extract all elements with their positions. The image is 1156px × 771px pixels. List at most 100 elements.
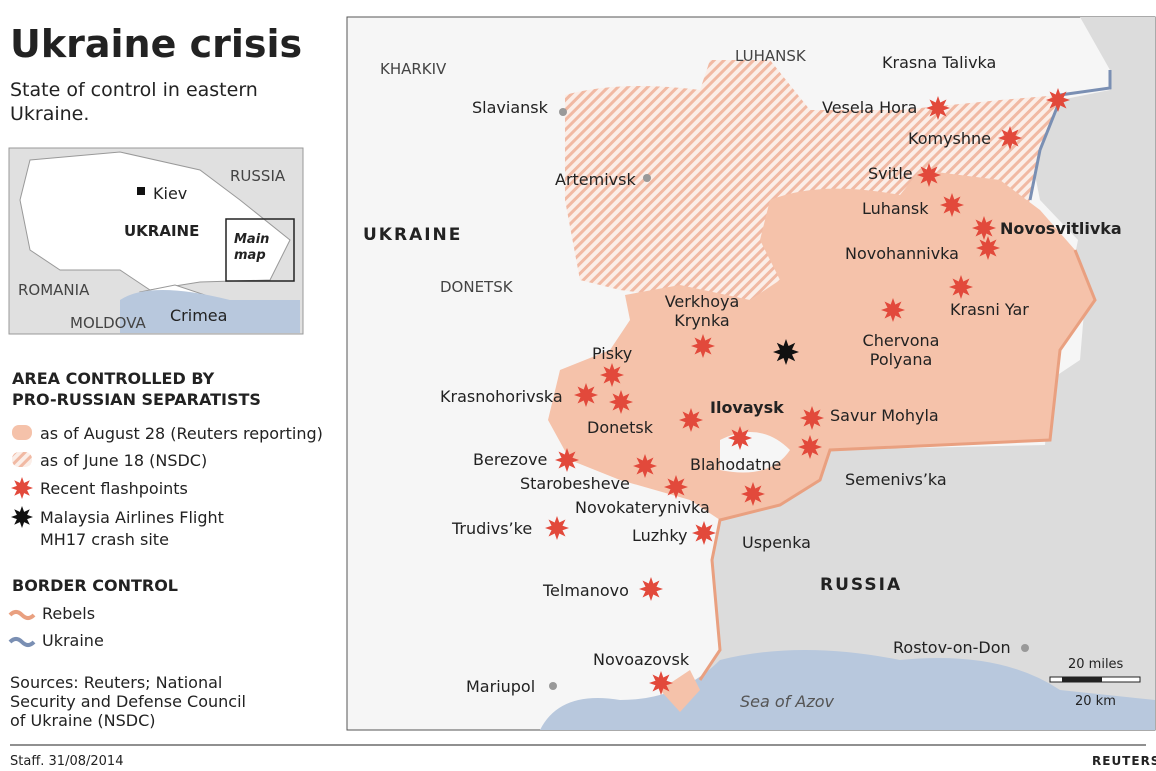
inset-label: Crimea [170,306,228,325]
rebel-border-control [698,249,1097,681]
star-marker [998,126,1022,150]
star-marker [881,298,905,322]
star-marker [11,477,33,499]
legend-rebel-line [8,610,36,620]
star-marker [741,482,765,506]
flashpoint-label: Trudivs’ke [452,519,533,538]
inset-sea [120,290,300,333]
flashpoint-label: Svitle [868,164,913,183]
flashpoint-label: Ilovaysk [710,398,784,417]
star-marker [609,390,633,414]
flashpoint-label: Vesela Hora [822,98,918,117]
flashpoint-label: Novohannivka [845,244,959,263]
star-marker [600,363,624,387]
inset-label: MOLDOVA [70,314,146,332]
inset-label: ROMANIA [18,281,90,299]
region-label: KHARKIV [380,60,447,78]
inset-main-map-box [225,218,295,282]
scale-bar [1049,676,1141,683]
star-marker [555,448,579,472]
star-marker [949,275,973,299]
flashpoint-label: Novosvitlivka [1000,219,1122,238]
scale-label: 20 km [1075,694,1116,709]
flashpoint-label: Semenivs’ka [845,470,947,489]
city-label: Donetsk [587,418,653,437]
august-area [548,170,1095,520]
ukraine-border-control [1028,70,1112,201]
star-marker [1046,88,1070,112]
legend-item: Malaysia Airlines Flight MH17 crash site [40,508,224,549]
inset-label: UKRAINE [124,222,200,240]
flashpoint-label: Luzhky [632,526,688,545]
flashpoint-label: Novokaterynivka [575,498,710,517]
credit: Staff. 31/08/2014 [10,754,124,769]
star-marker [664,475,688,499]
star-marker [11,506,33,528]
city-label: Uspenka [742,533,811,552]
city-label: Rostov-on-Don [893,638,1011,657]
star-marker [691,334,715,358]
flashpoint-label: Luhansk [862,199,929,218]
star-marker [940,193,964,217]
subtitle: State of control in eastern Ukraine. [10,79,258,125]
inset-ukraine [19,151,291,291]
inset-label: RUSSIA [230,167,286,185]
inset-label: Kiev [153,184,188,203]
flashpoint-label: Telmanovo [543,581,629,600]
flashpoint-label: Krasni Yar [950,300,1029,319]
star-marker [976,236,1000,260]
title: Ukraine crisis [10,22,303,66]
flashpoint-label: Komyshne [908,129,991,148]
flashpoint-label: Krasna Talivka [882,53,997,72]
flashpoint-label: Krasnohorivska [440,387,563,406]
legend-ukraine-line [8,637,36,647]
flashpoint-label: Chervona Polyana [862,331,940,369]
legend-swatch-june [12,452,32,467]
flashpoint-label: Pisky [592,344,633,363]
country-label: UKRAINE [363,225,463,245]
star-marker [545,516,569,540]
flashpoint-label: Blahodatne [690,455,782,474]
legend-title: BORDER CONTROL [12,576,178,595]
city-label: Artemivsk [555,170,636,189]
legend-item: as of June 18 (NSDC) [40,451,208,470]
city-label: Mariupol [466,677,536,696]
scale-label: 20 miles [1068,657,1124,672]
legend-item: Ukraine [42,631,104,650]
star-marker [798,435,822,459]
star-marker [633,454,657,478]
star-marker [917,163,941,187]
star-marker [574,383,598,407]
legend-item: Rebels [42,604,96,623]
star-marker [800,406,824,430]
inset-kiev-marker [137,187,145,195]
legend-item: as of August 28 (Reuters reporting) [40,424,323,443]
russia-area [690,17,1155,730]
brand: REUTERS [1092,754,1156,768]
legend-item: Recent flashpoints [40,479,188,498]
city-label: Slaviansk [472,98,548,117]
star-marker [972,216,996,240]
flashpoint-label: Novoazovsk [593,650,690,669]
city-dots [549,108,1029,690]
star-marker [728,426,752,450]
star-marker [773,339,799,365]
novoazovsk-area [660,670,700,712]
star-marker [679,408,703,432]
sources: Sources: Reuters; National Security and … [10,673,246,730]
legend-swatch-august [12,425,32,440]
legend-title: AREA CONTROLLED BY PRO-RUSSIAN SEPARATIS… [12,369,261,409]
sea-of-azov [540,650,1155,730]
flashpoint-label: Verkhoya Krynka [664,292,740,330]
flashpoint-label: Starobesheve [520,474,630,493]
sea-label: Sea of Azov [740,692,834,711]
region-label: DONETSK [440,278,513,296]
star-marker [649,671,673,695]
star-marker [692,521,716,545]
region-label: LUHANSK [735,47,806,65]
flashpoint-label: Berezove [473,450,548,469]
inset-main-map-label: Main map [234,232,270,263]
star-marker [926,96,950,120]
